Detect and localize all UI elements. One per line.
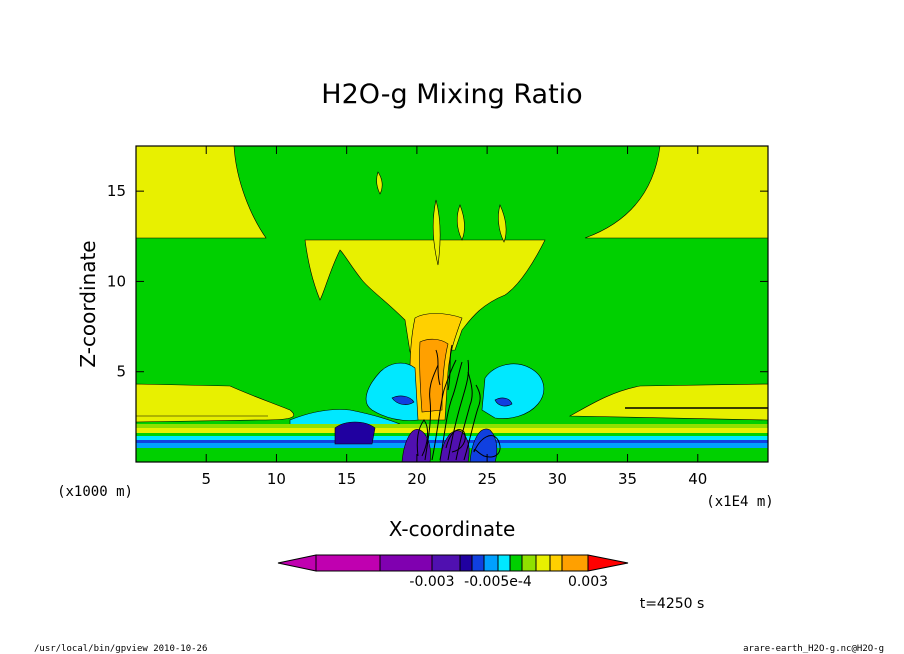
contour-upper-left <box>136 146 267 239</box>
x-tick-label: 15 <box>337 470 356 488</box>
contour-lower-left <box>136 383 295 423</box>
x-tick-label: 20 <box>407 470 426 488</box>
colorbar-segment <box>459 554 473 572</box>
contour-blue-left <box>334 421 376 445</box>
plot-frame <box>135 145 769 463</box>
colorbar <box>277 554 629 572</box>
colorbar-segment <box>431 554 461 572</box>
contour-blue-small-2 <box>494 397 513 407</box>
colorbar-segment <box>535 554 551 572</box>
plot-area <box>136 146 768 462</box>
convective-contours <box>416 344 501 461</box>
x-unit-label: (x1E4 m) <box>706 494 773 510</box>
y-tick-label: 5 <box>116 363 126 381</box>
colorbar-segment <box>483 554 499 572</box>
y-tick-label: 15 <box>107 182 126 200</box>
contour-blue-small <box>391 395 415 405</box>
colorbar-tick-label: -0.003 <box>409 574 454 590</box>
band-yellow <box>136 428 768 433</box>
y-ticks: 5 10 15 <box>107 182 768 381</box>
y-axis-label: Z-coordinate <box>76 240 100 367</box>
colorbar-tick-label: -0.005e-4 <box>464 574 532 590</box>
contour-blue-cells <box>469 428 498 462</box>
x-tick-label: 25 <box>478 470 497 488</box>
colorbar-tick-label: 0.003 <box>568 574 608 590</box>
x-ticks: 5 10 15 20 25 30 35 40 <box>201 146 707 488</box>
contour-filament-4 <box>498 204 507 243</box>
y-unit-label: (x1000 m) <box>57 484 133 500</box>
colorbar-labels: -0.003 -0.005e-4 0.003 <box>409 574 608 590</box>
contour-cyan-left <box>365 362 419 421</box>
colorbar-segment <box>379 554 433 572</box>
band-green <box>136 424 768 428</box>
colorbar-segment <box>521 554 537 572</box>
contour-filament-3 <box>456 204 465 241</box>
contour-filament-2 <box>432 199 441 266</box>
time-label: t=4250 s <box>640 596 705 612</box>
y-tick-label: 10 <box>107 272 126 290</box>
x-tick-label: 10 <box>267 470 286 488</box>
x-tick-label: 30 <box>548 470 567 488</box>
contour-lower-right <box>568 383 768 421</box>
colorbar-segment <box>561 554 589 572</box>
colorbar-segment <box>315 554 381 572</box>
chart-title: H2O-g Mixing Ratio <box>321 79 582 110</box>
colorbar-segment <box>497 554 511 572</box>
contour-filament-1 <box>376 171 383 195</box>
x-tick-label: 5 <box>201 470 211 488</box>
contour-upper-right <box>584 146 768 239</box>
x-tick-label: 35 <box>618 470 637 488</box>
colorbar-extend-high <box>587 554 629 572</box>
colorbar-segment <box>549 554 563 572</box>
colorbar-segment <box>509 554 523 572</box>
colorbar-segment <box>471 554 485 572</box>
x-axis-label: X-coordinate <box>389 517 516 541</box>
colorbar-extend-low <box>277 554 317 572</box>
footer-right: arare-earth_H2O-g.nc@H2O-g <box>743 644 884 654</box>
x-tick-label: 40 <box>688 470 707 488</box>
contour-anvil <box>304 239 546 353</box>
contour-cyan-right <box>481 363 545 419</box>
footer-left: /usr/local/bin/gpview 2010-10-26 <box>34 644 207 654</box>
